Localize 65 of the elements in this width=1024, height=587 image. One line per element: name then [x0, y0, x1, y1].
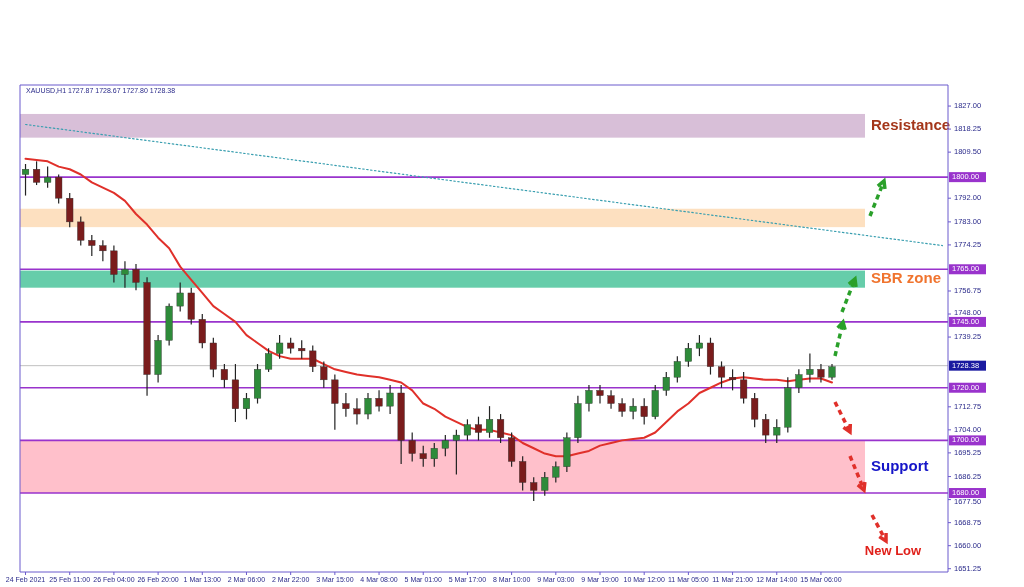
candlestick: [740, 371, 748, 405]
candlestick: [706, 337, 714, 376]
candlestick: [684, 342, 692, 368]
candlestick: [176, 281, 184, 312]
candlestick: [220, 363, 228, 389]
candlestick: [673, 355, 681, 384]
candlestick: [265, 347, 273, 373]
candlestick: [441, 434, 449, 457]
candlestick: [386, 384, 394, 415]
annotation: New Low: [864, 543, 923, 559]
line-series: [24, 157, 833, 458]
candlestick: [99, 239, 107, 262]
candlestick: [530, 476, 538, 502]
candlestick: [585, 384, 593, 413]
candlestick: [320, 360, 328, 389]
candlestick: [629, 397, 637, 420]
candlestick: [132, 263, 140, 291]
candlestick: [486, 405, 494, 439]
candlestick: [110, 244, 118, 284]
candlestick: [353, 397, 361, 426]
band-label: Support: [871, 456, 929, 474]
candlestick: [618, 397, 626, 418]
candlestick: [342, 392, 350, 418]
candlestick: [33, 160, 41, 186]
candlestick: [795, 368, 803, 394]
candlestick: [729, 368, 737, 391]
candlestick: [375, 389, 383, 413]
candlestick: [309, 345, 317, 373]
candlestick: [298, 339, 306, 360]
candlestick: [640, 397, 648, 426]
candlestick: [519, 455, 527, 491]
candlestick: [508, 431, 516, 468]
candlestick: [497, 413, 505, 444]
candlestick: [242, 392, 250, 420]
candlestick: [66, 192, 74, 228]
candlestick: [88, 234, 96, 257]
candlestick: [364, 392, 372, 420]
candlestick: [463, 418, 471, 441]
candlestick: [695, 334, 703, 357]
candlestick: [408, 431, 416, 463]
candlestick: [662, 371, 670, 397]
candlestick: [44, 166, 52, 189]
candlestick: [541, 471, 549, 497]
candlestick: [121, 260, 129, 289]
candlestick: [452, 429, 460, 476]
candlestick: [22, 163, 30, 197]
candlestick: [55, 173, 63, 205]
band-label: SBR zone: [871, 269, 942, 287]
candlestick: [762, 413, 770, 444]
candlestick: [198, 313, 206, 349]
candlestick: [806, 352, 814, 384]
candlestick: [607, 389, 615, 410]
band-label: Resistance: [871, 115, 951, 133]
candlestick: [596, 384, 604, 405]
candlestick: [419, 445, 427, 468]
candlestick: [474, 416, 482, 441]
candlestick: [773, 418, 781, 444]
candlestick: [430, 442, 438, 468]
candlestick: [718, 360, 726, 389]
candlestick: [331, 373, 339, 431]
candlestick: [276, 334, 284, 360]
candlestick: [751, 392, 759, 428]
candlestick: [552, 460, 560, 484]
candlestick: [817, 363, 825, 384]
candlestick: [77, 216, 85, 247]
